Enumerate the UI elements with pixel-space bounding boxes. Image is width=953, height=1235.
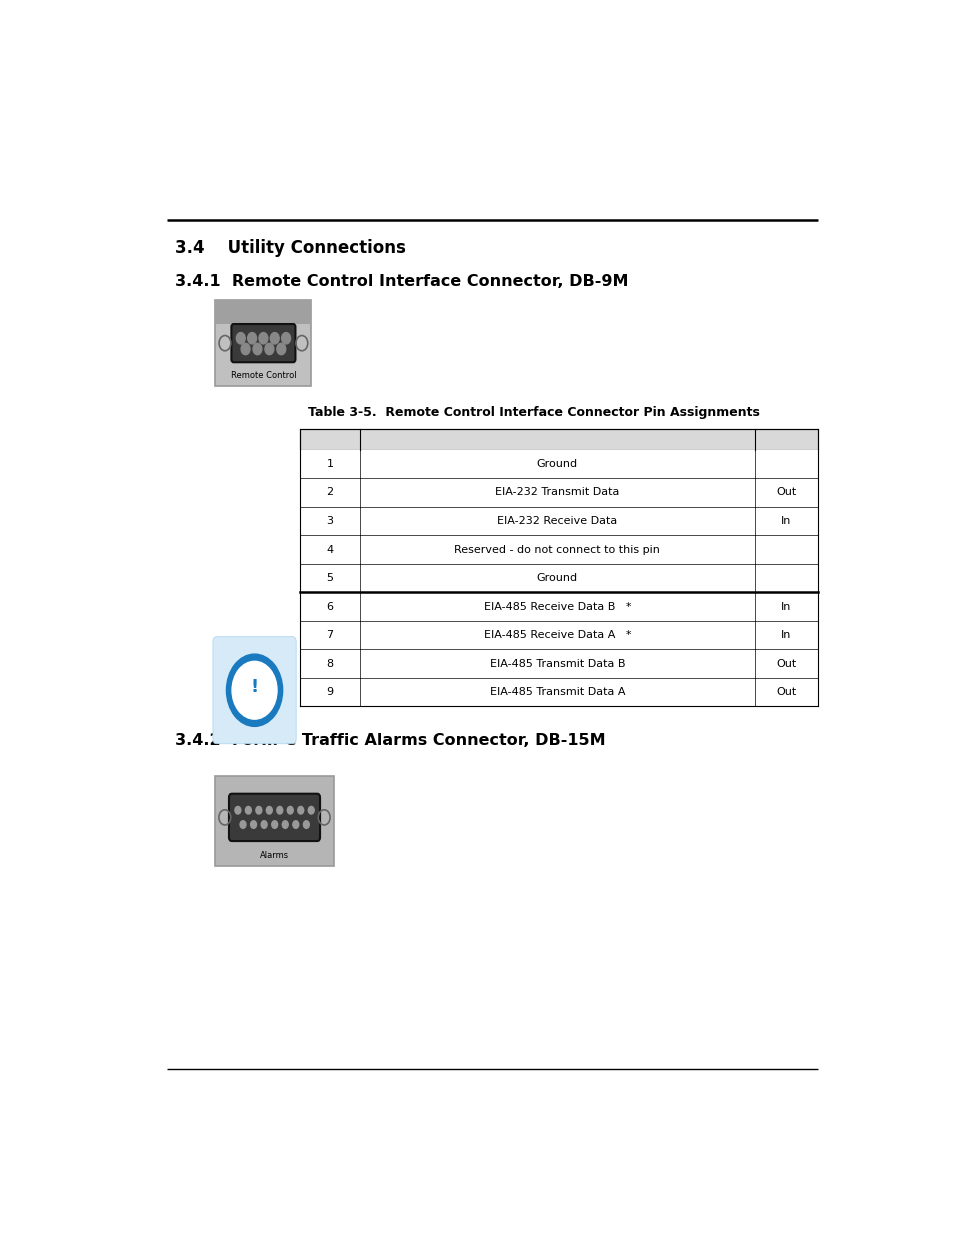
Circle shape <box>261 821 267 829</box>
Text: 8: 8 <box>326 658 334 668</box>
Circle shape <box>240 821 246 829</box>
FancyBboxPatch shape <box>300 535 817 563</box>
Circle shape <box>282 821 288 829</box>
Text: 6: 6 <box>326 601 334 611</box>
Circle shape <box>245 806 251 814</box>
Circle shape <box>266 806 272 814</box>
Text: Out: Out <box>776 488 796 498</box>
FancyBboxPatch shape <box>232 324 295 362</box>
Text: 3: 3 <box>326 516 334 526</box>
Text: Ground: Ground <box>537 573 578 583</box>
Text: !: ! <box>251 678 258 697</box>
Text: 7: 7 <box>326 630 334 640</box>
Circle shape <box>255 806 261 814</box>
Text: 3.4    Utility Connections: 3.4 Utility Connections <box>174 238 405 257</box>
Text: Out: Out <box>776 658 796 668</box>
FancyBboxPatch shape <box>300 506 817 535</box>
FancyBboxPatch shape <box>215 776 334 866</box>
Text: 3.4.2  Form-C Traffic Alarms Connector, DB-15M: 3.4.2 Form-C Traffic Alarms Connector, D… <box>174 734 605 748</box>
Circle shape <box>234 806 240 814</box>
Text: Out: Out <box>776 687 796 697</box>
Text: Table 3-5.  Remote Control Interface Connector Pin Assignments: Table 3-5. Remote Control Interface Conn… <box>308 406 759 419</box>
Text: 4: 4 <box>326 545 334 555</box>
FancyBboxPatch shape <box>300 563 817 593</box>
Circle shape <box>293 821 298 829</box>
Circle shape <box>236 332 245 345</box>
Circle shape <box>272 821 277 829</box>
Circle shape <box>281 332 291 345</box>
Text: 3.4.1  Remote Control Interface Connector, DB-9M: 3.4.1 Remote Control Interface Connector… <box>174 274 627 289</box>
Text: EIA-232 Transmit Data: EIA-232 Transmit Data <box>495 488 618 498</box>
Text: In: In <box>781 601 791 611</box>
Text: Reserved - do not connect to this pin: Reserved - do not connect to this pin <box>454 545 659 555</box>
Text: 2: 2 <box>326 488 334 498</box>
Text: In: In <box>781 630 791 640</box>
Text: In: In <box>781 516 791 526</box>
FancyBboxPatch shape <box>229 794 319 841</box>
Circle shape <box>303 821 309 829</box>
Circle shape <box>276 343 286 354</box>
Circle shape <box>251 821 256 829</box>
Circle shape <box>241 343 250 354</box>
Circle shape <box>276 806 282 814</box>
FancyBboxPatch shape <box>300 621 817 650</box>
Text: 9: 9 <box>326 687 334 697</box>
FancyBboxPatch shape <box>300 429 817 450</box>
Circle shape <box>308 806 314 814</box>
Text: 5: 5 <box>326 573 334 583</box>
FancyBboxPatch shape <box>215 300 311 325</box>
Text: Alarms: Alarms <box>259 851 289 860</box>
Text: EIA-485 Transmit Data A: EIA-485 Transmit Data A <box>489 687 624 697</box>
Text: Remote Control: Remote Control <box>231 372 296 380</box>
FancyBboxPatch shape <box>300 478 817 506</box>
Text: 1: 1 <box>326 459 334 469</box>
Text: EIA-485 Transmit Data B: EIA-485 Transmit Data B <box>489 658 624 668</box>
Circle shape <box>248 332 256 345</box>
Text: EIA-485 Receive Data B   *: EIA-485 Receive Data B * <box>483 601 630 611</box>
FancyBboxPatch shape <box>300 650 817 678</box>
Circle shape <box>232 661 276 719</box>
Text: Ground: Ground <box>537 459 578 469</box>
FancyBboxPatch shape <box>300 450 817 478</box>
FancyBboxPatch shape <box>300 593 817 621</box>
FancyBboxPatch shape <box>213 637 295 743</box>
Circle shape <box>287 806 293 814</box>
Text: EIA-232 Receive Data: EIA-232 Receive Data <box>497 516 617 526</box>
Circle shape <box>253 343 262 354</box>
FancyBboxPatch shape <box>300 678 817 706</box>
Circle shape <box>226 655 282 726</box>
Text: EIA-485 Receive Data A   *: EIA-485 Receive Data A * <box>483 630 630 640</box>
FancyBboxPatch shape <box>215 300 311 385</box>
Circle shape <box>270 332 279 345</box>
Circle shape <box>297 806 303 814</box>
Circle shape <box>258 332 268 345</box>
Circle shape <box>265 343 274 354</box>
